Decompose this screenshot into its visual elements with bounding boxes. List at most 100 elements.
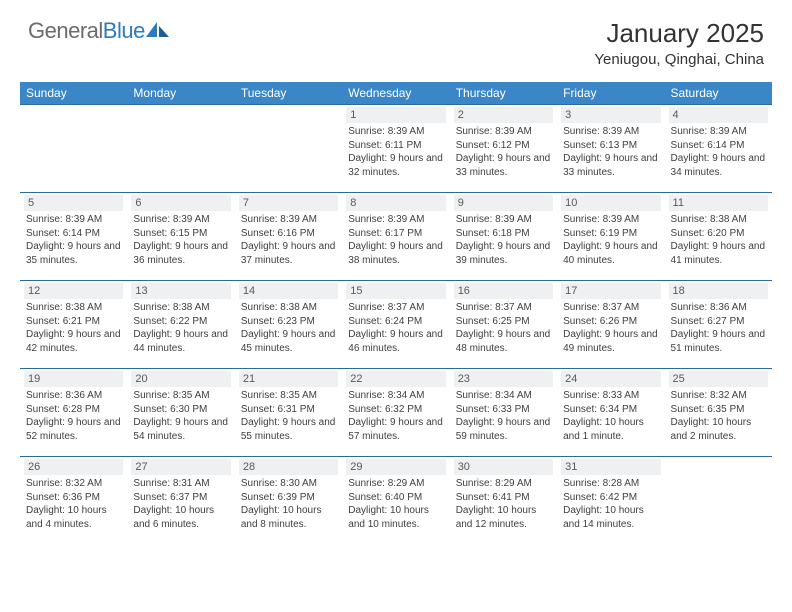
week-row: 26 Sunrise: 8:32 AMSunset: 6:36 PMDayligh… bbox=[20, 457, 772, 545]
day-info: Sunrise: 8:37 AMSunset: 6:26 PMDaylight:… bbox=[561, 301, 660, 355]
day-cell: 23 Sunrise: 8:34 AMSunset: 6:33 PMDayligh… bbox=[450, 369, 557, 457]
day-number: 28 bbox=[239, 459, 338, 475]
day-cell bbox=[127, 105, 234, 193]
day-number: 26 bbox=[24, 459, 123, 475]
day-info: Sunrise: 8:39 AMSunset: 6:15 PMDaylight:… bbox=[131, 213, 230, 267]
day-cell: 7 Sunrise: 8:39 AMSunset: 6:16 PMDaylight… bbox=[235, 193, 342, 281]
day-number: 12 bbox=[24, 283, 123, 299]
day-info: Sunrise: 8:28 AMSunset: 6:42 PMDaylight:… bbox=[561, 477, 660, 531]
day-info: Sunrise: 8:30 AMSunset: 6:39 PMDaylight:… bbox=[239, 477, 338, 531]
day-info: Sunrise: 8:32 AMSunset: 6:35 PMDaylight:… bbox=[669, 389, 768, 443]
col-monday: Monday bbox=[127, 82, 234, 105]
day-info: Sunrise: 8:37 AMSunset: 6:24 PMDaylight:… bbox=[346, 301, 445, 355]
day-number: 14 bbox=[239, 283, 338, 299]
day-number: 17 bbox=[561, 283, 660, 299]
day-cell: 30 Sunrise: 8:29 AMSunset: 6:41 PMDayligh… bbox=[450, 457, 557, 545]
day-number: 29 bbox=[346, 459, 445, 475]
day-number: 22 bbox=[346, 371, 445, 387]
day-cell: 25 Sunrise: 8:32 AMSunset: 6:35 PMDayligh… bbox=[665, 369, 772, 457]
week-row: 5 Sunrise: 8:39 AMSunset: 6:14 PMDaylight… bbox=[20, 193, 772, 281]
day-header-row: Sunday Monday Tuesday Wednesday Thursday… bbox=[20, 82, 772, 105]
day-cell: 24Sunrise: 8:33 AMSunset: 6:34 PMDayligh… bbox=[557, 369, 664, 457]
day-number: 27 bbox=[131, 459, 230, 475]
col-sunday: Sunday bbox=[20, 82, 127, 105]
day-info: Sunrise: 8:31 AMSunset: 6:37 PMDaylight:… bbox=[131, 477, 230, 531]
day-number: 10 bbox=[561, 195, 660, 211]
logo-word2: Blue bbox=[103, 18, 145, 43]
day-info: Sunrise: 8:35 AMSunset: 6:31 PMDaylight:… bbox=[239, 389, 338, 443]
day-cell bbox=[20, 105, 127, 193]
day-number: 20 bbox=[131, 371, 230, 387]
day-cell: 28 Sunrise: 8:30 AMSunset: 6:39 PMDayligh… bbox=[235, 457, 342, 545]
col-friday: Friday bbox=[557, 82, 664, 105]
day-info: Sunrise: 8:39 AMSunset: 6:12 PMDaylight:… bbox=[454, 125, 553, 179]
day-cell: 21 Sunrise: 8:35 AMSunset: 6:31 PMDayligh… bbox=[235, 369, 342, 457]
day-info: Sunrise: 8:39 AMSunset: 6:17 PMDaylight:… bbox=[346, 213, 445, 267]
day-cell: 20 Sunrise: 8:35 AMSunset: 6:30 PMDayligh… bbox=[127, 369, 234, 457]
day-number: 25 bbox=[669, 371, 768, 387]
day-info: Sunrise: 8:29 AMSunset: 6:40 PMDaylight:… bbox=[346, 477, 445, 531]
day-info: Sunrise: 8:39 AMSunset: 6:16 PMDaylight:… bbox=[239, 213, 338, 267]
day-number: 7 bbox=[239, 195, 338, 211]
day-info: Sunrise: 8:35 AMSunset: 6:30 PMDaylight:… bbox=[131, 389, 230, 443]
day-cell: 1Sunrise: 8:39 AMSunset: 6:11 PMDaylight… bbox=[342, 105, 449, 193]
day-info: Sunrise: 8:39 AMSunset: 6:18 PMDaylight:… bbox=[454, 213, 553, 267]
day-cell: 16 Sunrise: 8:37 AMSunset: 6:25 PMDayligh… bbox=[450, 281, 557, 369]
day-cell: 27 Sunrise: 8:31 AMSunset: 6:37 PMDayligh… bbox=[127, 457, 234, 545]
day-cell: 18 Sunrise: 8:36 AMSunset: 6:27 PMDayligh… bbox=[665, 281, 772, 369]
day-info: Sunrise: 8:39 AMSunset: 6:19 PMDaylight:… bbox=[561, 213, 660, 267]
col-saturday: Saturday bbox=[665, 82, 772, 105]
day-info: Sunrise: 8:39 AMSunset: 6:14 PMDaylight:… bbox=[669, 125, 768, 179]
day-info: Sunrise: 8:38 AMSunset: 6:20 PMDaylight:… bbox=[669, 213, 768, 267]
day-cell: 14Sunrise: 8:38 AMSunset: 6:23 PMDayligh… bbox=[235, 281, 342, 369]
day-info: Sunrise: 8:36 AMSunset: 6:27 PMDaylight:… bbox=[669, 301, 768, 355]
day-info: Sunrise: 8:34 AMSunset: 6:33 PMDaylight:… bbox=[454, 389, 553, 443]
day-cell: 8Sunrise: 8:39 AMSunset: 6:17 PMDaylight… bbox=[342, 193, 449, 281]
day-info: Sunrise: 8:38 AMSunset: 6:22 PMDaylight:… bbox=[131, 301, 230, 355]
week-row: 19 Sunrise: 8:36 AMSunset: 6:28 PMDayligh… bbox=[20, 369, 772, 457]
col-thursday: Thursday bbox=[450, 82, 557, 105]
day-info: Sunrise: 8:38 AMSunset: 6:21 PMDaylight:… bbox=[24, 301, 123, 355]
day-number: 9 bbox=[454, 195, 553, 211]
calendar-body: 1Sunrise: 8:39 AMSunset: 6:11 PMDaylight… bbox=[20, 105, 772, 545]
day-cell: 12 Sunrise: 8:38 AMSunset: 6:21 PMDayligh… bbox=[20, 281, 127, 369]
day-number: 15 bbox=[346, 283, 445, 299]
day-cell: 29 Sunrise: 8:29 AMSunset: 6:40 PMDayligh… bbox=[342, 457, 449, 545]
day-number: 1 bbox=[346, 107, 445, 123]
day-cell: 6Sunrise: 8:39 AMSunset: 6:15 PMDaylight… bbox=[127, 193, 234, 281]
day-cell: 4Sunrise: 8:39 AMSunset: 6:14 PMDaylight… bbox=[665, 105, 772, 193]
day-number: 16 bbox=[454, 283, 553, 299]
day-info: Sunrise: 8:36 AMSunset: 6:28 PMDaylight:… bbox=[24, 389, 123, 443]
day-number: 2 bbox=[454, 107, 553, 123]
day-number: 18 bbox=[669, 283, 768, 299]
calendar-table: Sunday Monday Tuesday Wednesday Thursday… bbox=[20, 82, 772, 545]
day-cell bbox=[235, 105, 342, 193]
day-cell: 26 Sunrise: 8:32 AMSunset: 6:36 PMDayligh… bbox=[20, 457, 127, 545]
col-tuesday: Tuesday bbox=[235, 82, 342, 105]
day-cell: 2 Sunrise: 8:39 AMSunset: 6:12 PMDaylight… bbox=[450, 105, 557, 193]
logo: GeneralBlue bbox=[28, 18, 171, 44]
day-number: 3 bbox=[561, 107, 660, 123]
header: GeneralBlue January 2025 Yeniugou, Qingh… bbox=[0, 0, 792, 76]
day-info: Sunrise: 8:39 AMSunset: 6:14 PMDaylight:… bbox=[24, 213, 123, 267]
day-cell: 10 Sunrise: 8:39 AMSunset: 6:19 PMDayligh… bbox=[557, 193, 664, 281]
day-number: 13 bbox=[131, 283, 230, 299]
day-number: 11 bbox=[669, 195, 768, 211]
day-cell: 3 Sunrise: 8:39 AMSunset: 6:13 PMDaylight… bbox=[557, 105, 664, 193]
day-number: 19 bbox=[24, 371, 123, 387]
day-cell: 9 Sunrise: 8:39 AMSunset: 6:18 PMDaylight… bbox=[450, 193, 557, 281]
day-number: 5 bbox=[24, 195, 123, 211]
day-cell: 19 Sunrise: 8:36 AMSunset: 6:28 PMDayligh… bbox=[20, 369, 127, 457]
day-info: Sunrise: 8:37 AMSunset: 6:25 PMDaylight:… bbox=[454, 301, 553, 355]
day-cell: 31Sunrise: 8:28 AMSunset: 6:42 PMDayligh… bbox=[557, 457, 664, 545]
day-number: 23 bbox=[454, 371, 553, 387]
day-info: Sunrise: 8:29 AMSunset: 6:41 PMDaylight:… bbox=[454, 477, 553, 531]
logo-text: GeneralBlue bbox=[28, 18, 145, 44]
day-number: 30 bbox=[454, 459, 553, 475]
day-info: Sunrise: 8:32 AMSunset: 6:36 PMDaylight:… bbox=[24, 477, 123, 531]
day-number: 21 bbox=[239, 371, 338, 387]
day-cell: 11 Sunrise: 8:38 AMSunset: 6:20 PMDayligh… bbox=[665, 193, 772, 281]
col-wednesday: Wednesday bbox=[342, 82, 449, 105]
day-number: 24 bbox=[561, 371, 660, 387]
day-info: Sunrise: 8:39 AMSunset: 6:13 PMDaylight:… bbox=[561, 125, 660, 179]
